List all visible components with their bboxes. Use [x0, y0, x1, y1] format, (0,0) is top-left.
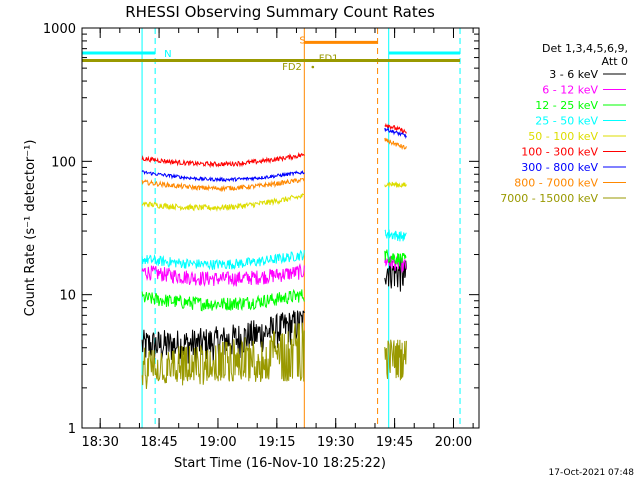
- y-tick-label: 10: [59, 289, 76, 304]
- legend-entry-label: 25 - 50 keV: [535, 115, 598, 128]
- x-tick-label: 19:30: [317, 435, 354, 450]
- series-line: [141, 170, 305, 183]
- x-tick-label: 19:15: [258, 435, 295, 450]
- plot-frame: [81, 27, 480, 429]
- series-line: [141, 177, 305, 193]
- series-line: [141, 288, 305, 312]
- flag-label: FD2: [282, 62, 302, 73]
- series-line: [384, 181, 407, 188]
- series-line: [384, 256, 407, 292]
- legend-entry-label: 300 - 800 keV: [521, 161, 598, 174]
- y-tick-label: 100: [51, 155, 76, 170]
- x-tick-label: 19:00: [199, 435, 236, 450]
- series-line: [141, 193, 305, 212]
- x-tick-label: 20:00: [435, 435, 472, 450]
- y-tick-label: 1: [68, 422, 76, 437]
- series-line: [384, 229, 407, 242]
- x-tick-label: 18:30: [81, 435, 118, 450]
- flag-label: N: [164, 49, 171, 60]
- axes: 1 10 100 1000 18:30 18:45 19:00 19:15 19:30 19:45…: [43, 22, 479, 450]
- x-tick-label: 19:45: [376, 435, 413, 450]
- legend-entry-label: 12 - 25 keV: [535, 99, 598, 112]
- legend: Det 1,3,4,5,6,9,Att 0 3 - 6 keV 6 - 12 keV…: [500, 42, 628, 205]
- series-line: [384, 137, 407, 151]
- chart-title: RHESSI Observing Summary Count Rates: [125, 3, 435, 21]
- legend-entry-label: 7000 - 15000 keV: [500, 192, 598, 205]
- y-tick-label: 1000: [43, 22, 76, 37]
- legend-entry-label: 6 - 12 keV: [542, 84, 598, 97]
- series-line: [384, 249, 407, 267]
- legend-header: Att 0: [602, 55, 628, 68]
- series-line: [141, 249, 305, 271]
- series-line: [141, 262, 305, 288]
- series-line: [141, 310, 305, 365]
- series-line: [141, 151, 305, 169]
- x-axis-label: Start Time (16-Nov-10 18:25:22): [174, 456, 386, 471]
- legend-entry-label: 100 - 300 keV: [521, 146, 598, 159]
- legend-entry-label: 50 - 100 keV: [528, 130, 598, 143]
- generated-timestamp: 17-Oct-2021 07:48: [548, 468, 634, 478]
- series-line: [384, 126, 407, 140]
- legend-entry-label: 800 - 7000 keV: [514, 177, 598, 190]
- flag-label: FD1: [319, 54, 339, 65]
- flag-label: S: [299, 35, 305, 46]
- x-tick-label: 18:45: [140, 435, 177, 450]
- series-lines: [141, 122, 407, 390]
- flag-bars: N S FD1 FD2: [82, 35, 461, 73]
- legend-header: Det 1,3,4,5,6,9,: [542, 42, 628, 55]
- series-line: [384, 339, 407, 381]
- legend-entry-label: 3 - 6 keV: [549, 68, 598, 81]
- flag-dot: [311, 65, 315, 69]
- y-axis-label: Count Rate (s⁻¹ detector⁻¹): [23, 140, 38, 317]
- series-line: [141, 322, 305, 390]
